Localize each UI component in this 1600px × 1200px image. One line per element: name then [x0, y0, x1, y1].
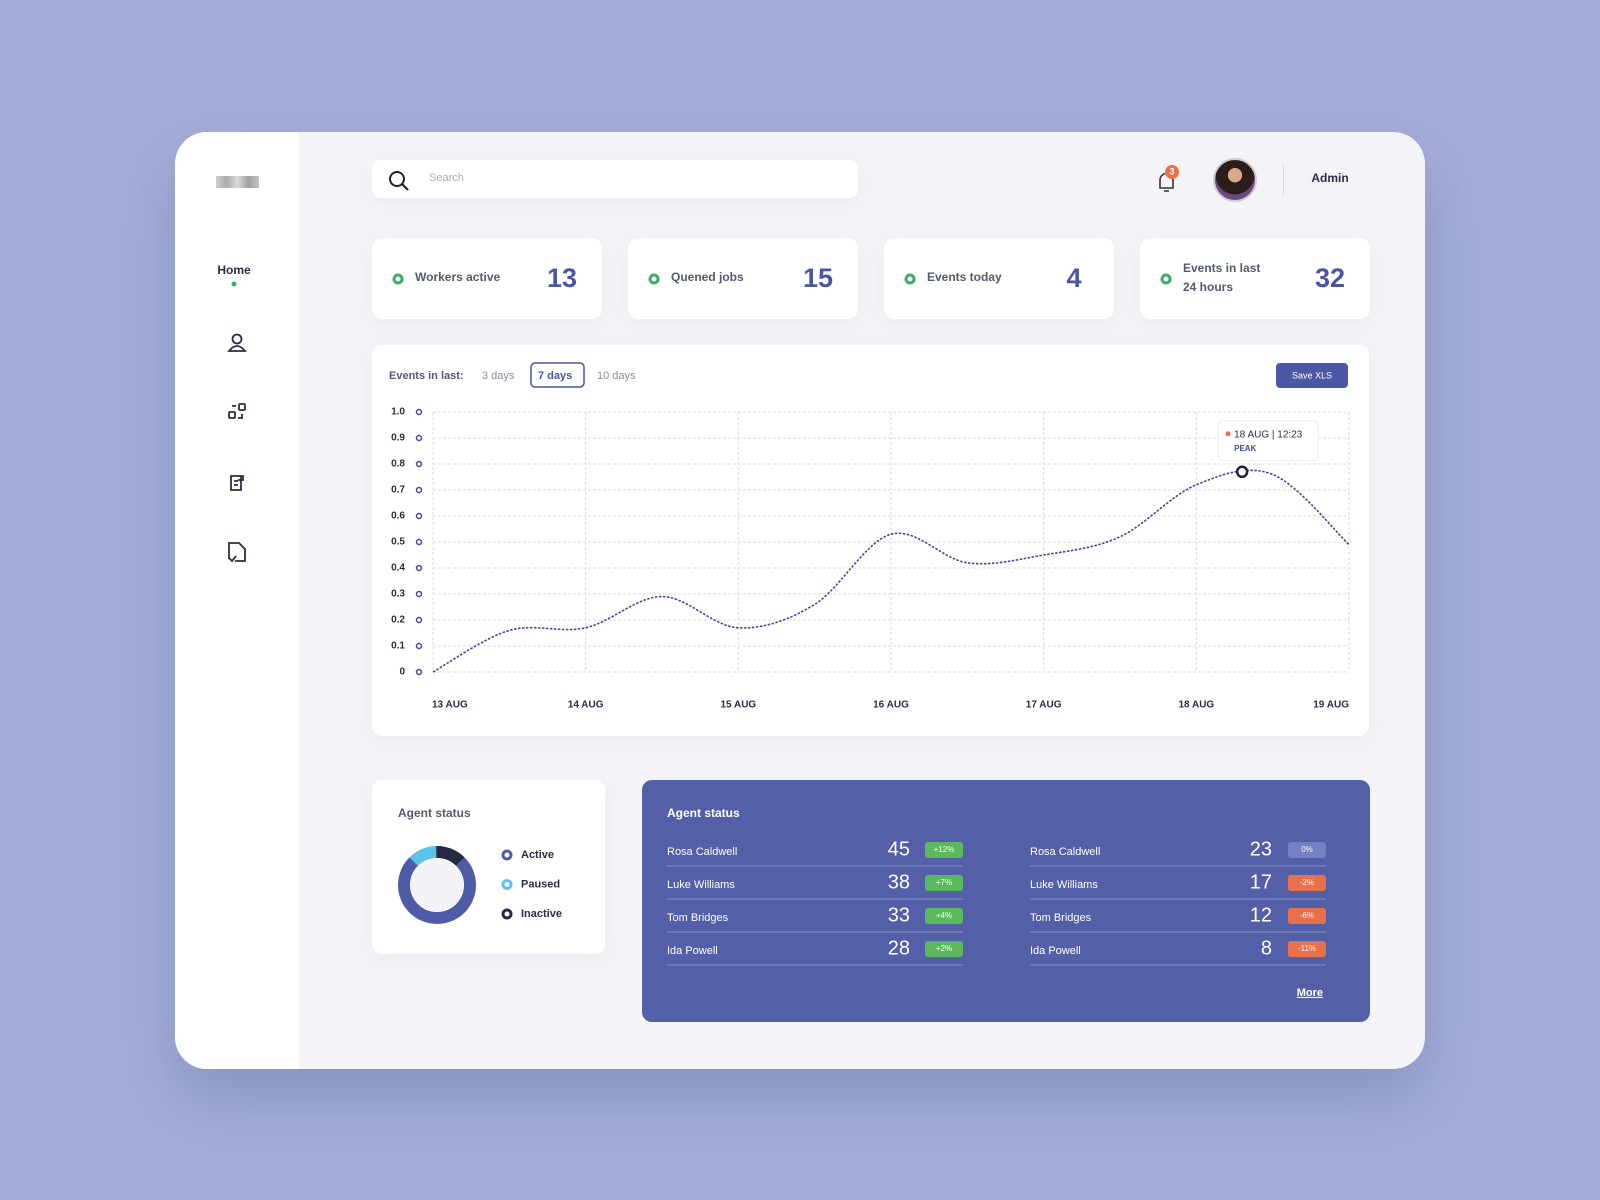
stat-label: Events in last 24 hours: [1183, 261, 1261, 294]
stat-card: [628, 238, 858, 319]
stat-label: Events today: [927, 270, 1002, 284]
sidebar: [175, 132, 299, 1069]
table-card: [642, 780, 1370, 1022]
logo: [216, 176, 259, 188]
stat-card: [372, 238, 602, 319]
divider: [1283, 164, 1284, 196]
donut-card: [372, 780, 605, 954]
stat-label: Workers active: [415, 270, 501, 284]
avatar[interactable]: [1213, 158, 1257, 202]
stat-label: Quened jobs: [671, 270, 744, 284]
chart-card: [372, 345, 1369, 736]
stat-card: [1140, 238, 1370, 319]
search-placeholder: Search: [429, 172, 464, 184]
search-box[interactable]: [372, 160, 858, 198]
stat-card: [884, 238, 1114, 319]
